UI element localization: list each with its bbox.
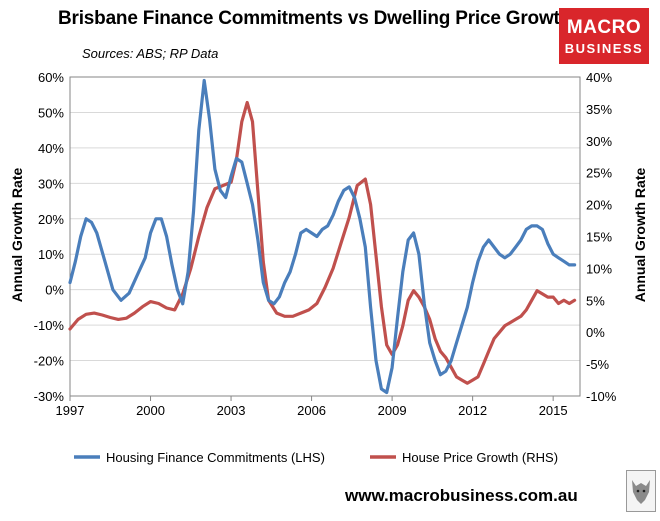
right-tick-label: 40%	[586, 70, 612, 85]
chart-title: Brisbane Finance Commitments vs Dwelling…	[58, 8, 572, 29]
right-tick-label: 5%	[586, 293, 605, 308]
left-tick-label: 20%	[38, 212, 64, 227]
left-axis-ticks: 60% 50% 40% 30% 20% 10% 0% -10% -20% -30%	[34, 70, 65, 404]
gridlines	[70, 111, 580, 362]
x-tick-label: 2009	[378, 403, 407, 418]
left-tick-label: 40%	[38, 141, 64, 156]
left-axis-label: Annual Growth Rate	[9, 168, 25, 303]
right-tick-label: 30%	[586, 134, 612, 149]
wolf-logo-icon	[626, 470, 656, 512]
series-line-house-price	[68, 100, 577, 385]
plot-frame	[69, 76, 581, 397]
right-axis-label: Annual Growth Rate	[632, 168, 648, 303]
left-tick-label: 10%	[38, 247, 64, 262]
x-tick-label: 2015	[539, 403, 568, 418]
right-tick-label: -10%	[586, 389, 617, 404]
macrobusiness-logo: MACRO BUSINESS	[559, 8, 649, 64]
x-tick-label: 2003	[217, 403, 246, 418]
logo-line-2: BUSINESS	[564, 41, 644, 56]
chart-sources: Sources: ABS; RP Data	[82, 46, 219, 61]
x-tick-label: 2000	[136, 403, 165, 418]
right-tick-label: 0%	[586, 325, 605, 340]
left-tick-label: 0%	[45, 283, 64, 298]
right-tick-label: 20%	[586, 198, 612, 213]
left-tick-label: 50%	[38, 105, 64, 120]
website-url: www.macrobusiness.com.au	[345, 486, 578, 505]
series-lines	[68, 78, 577, 395]
left-tick-label: 60%	[38, 70, 64, 85]
left-tick-label: -10%	[34, 318, 65, 333]
x-tick-label: 1997	[56, 403, 85, 418]
x-tick-label: 2012	[458, 403, 487, 418]
right-tick-label: 25%	[586, 166, 612, 181]
x-tick-label: 2006	[297, 403, 326, 418]
left-tick-label: 30%	[38, 176, 64, 191]
series-line-housing-finance	[68, 78, 577, 395]
logo-line-1: MACRO	[566, 17, 642, 38]
right-tick-label: -5%	[586, 357, 610, 372]
right-axis-ticks: 40% 35% 30% 25% 20% 15% 10% 5% 0% -5% -10%	[586, 70, 617, 404]
legend-label: Housing Finance Commitments (LHS)	[106, 450, 325, 465]
left-tick-label: -30%	[34, 389, 65, 404]
left-tick-label: -20%	[34, 354, 65, 369]
x-axis-ticks: 1997 2000 2003 2006 2009 2012 2015	[56, 396, 568, 418]
right-tick-label: 15%	[586, 230, 612, 245]
legend-label: House Price Growth (RHS)	[402, 450, 558, 465]
right-tick-label: 35%	[586, 102, 612, 117]
right-tick-label: 10%	[586, 261, 612, 276]
legend: Housing Finance Commitments (LHS) House P…	[74, 450, 558, 465]
